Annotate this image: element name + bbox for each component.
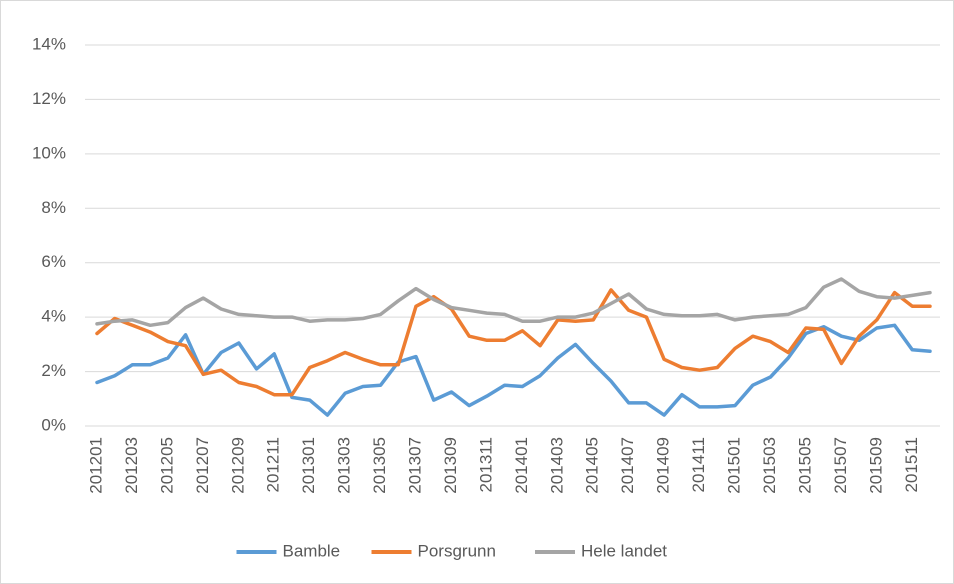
x-tick-label: 201503 [760,437,779,494]
x-tick-label: 201207 [193,437,212,494]
x-tick-label: 201509 [866,437,885,494]
x-tick-label: 201309 [441,437,460,494]
x-tick-label: 201511 [902,437,921,492]
y-tick-label: 4% [41,307,66,326]
y-tick-label: 10% [32,143,66,162]
y-tick-label: 8% [41,198,66,217]
x-tick-label: 201311 [476,437,495,492]
series-line [95,323,932,417]
x-tick-label: 201407 [618,437,637,494]
x-tick-label: 201201 [86,437,105,494]
x-tick-label: 201205 [157,437,176,494]
legend-label: Hele landet [581,541,667,560]
x-tick-label: 201409 [654,437,673,494]
x-tick-label: 201209 [228,437,247,494]
series-line [95,277,932,328]
y-tick-label: 14% [32,34,66,53]
series-line [95,288,932,397]
y-tick-label: 0% [41,415,66,434]
x-tick-label: 201501 [725,437,744,494]
x-tick-label: 201307 [406,437,425,494]
x-tick-label: 201403 [547,437,566,494]
x-tick-label: 201411 [689,437,708,492]
legend-label: Bamble [283,541,341,560]
x-tick-label: 201405 [583,437,602,494]
x-tick-label: 201305 [370,437,389,494]
y-tick-label: 12% [32,89,66,108]
x-tick-label: 201203 [122,437,141,494]
x-tick-label: 201303 [335,437,354,494]
x-tick-label: 201211 [264,437,283,492]
x-tick-label: 201401 [512,437,531,494]
y-tick-label: 2% [41,361,66,380]
x-tick-label: 201301 [299,437,318,494]
x-tick-label: 201505 [795,437,814,494]
legend-label: Porsgrunn [418,541,496,560]
x-tick-label: 201507 [831,437,850,494]
y-tick-label: 6% [41,252,66,271]
